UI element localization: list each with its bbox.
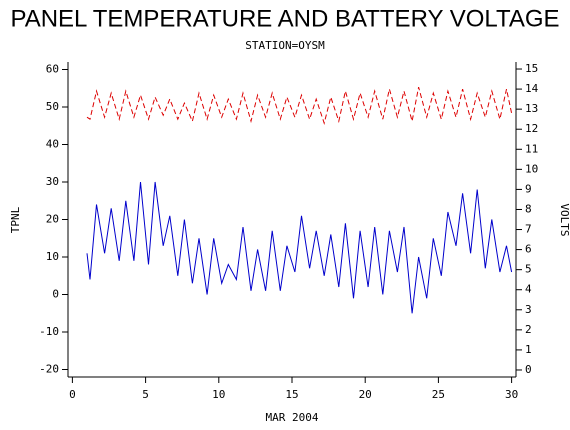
y2-axis-label: VOLTS	[558, 203, 570, 236]
x-tick-label: 5	[142, 388, 149, 401]
y-tick-label: 60	[46, 63, 59, 76]
y2-tick-label: 4	[525, 283, 532, 296]
y2-tick-label: 11	[525, 142, 538, 155]
y2-tick-label: 2	[525, 323, 532, 336]
y2-tick-label: 14	[525, 82, 539, 95]
x-tick-label: 25	[432, 388, 445, 401]
y2-tick-label: 8	[525, 202, 532, 215]
y-tick-label: 30	[46, 175, 59, 188]
x-axis-label: MAR 2004	[266, 411, 319, 424]
x-tick-label: 0	[69, 388, 76, 401]
x-tick-label: 30	[505, 388, 518, 401]
y2-tick-label: 1	[525, 343, 532, 356]
y2-tick-label: 7	[525, 223, 532, 236]
y-tick-label: 20	[46, 213, 59, 226]
x-tick-label: 15	[285, 388, 298, 401]
chart-subtitle: STATION=OYSM	[245, 39, 325, 52]
y-tick-label: -10	[39, 325, 59, 338]
y2-tick-label: 12	[525, 122, 538, 135]
y2-tick-label: 10	[525, 162, 538, 175]
series-line	[86, 181, 513, 314]
x-tick-label: 20	[359, 388, 372, 401]
y-tick-label: 50	[46, 100, 59, 113]
y-tick-label: 0	[52, 288, 59, 301]
y2-tick-label: 3	[525, 303, 532, 316]
series-line	[86, 86, 513, 125]
y2-tick-label: 13	[525, 102, 538, 115]
chart-title: PANEL TEMPERATURE AND BATTERY VOLTAGE	[10, 5, 559, 32]
y-tick-label: 40	[46, 138, 59, 151]
y-tick-label: -20	[39, 363, 59, 376]
y2-tick-label: 5	[525, 263, 532, 276]
x-tick-label: 10	[212, 388, 225, 401]
y2-tick-label: 0	[525, 363, 532, 376]
y2-tick-label: 9	[525, 182, 532, 195]
y-tick-label: 10	[46, 250, 59, 263]
y-axis-label: TPNL	[9, 206, 22, 233]
y2-tick-label: 15	[525, 62, 538, 75]
y2-tick-label: 6	[525, 243, 532, 256]
